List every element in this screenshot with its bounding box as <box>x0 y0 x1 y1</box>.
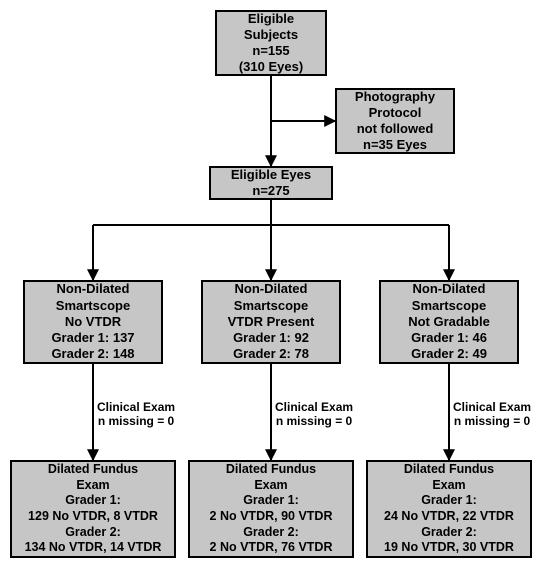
node-fundus-2-line: Grader 1: <box>243 493 299 509</box>
node-eligible-subjects-line: (310 Eyes) <box>239 59 303 75</box>
node-smart-not-gradable-line: Grader 1: 46 <box>411 330 487 346</box>
node-eligible-subjects-line: n=155 <box>252 43 289 59</box>
node-smart-vtdr-present-line: Grader 1: 92 <box>233 330 309 346</box>
node-smart-not-gradable: Non-DilatedSmartscopeNot GradableGrader … <box>379 280 519 364</box>
node-smart-no-vtdr-line: Grader 2: 148 <box>51 346 134 362</box>
node-eligible-eyes-line: n=275 <box>252 183 289 199</box>
edge-label-line: Clinical Exam <box>275 400 353 414</box>
edge-label-lbl-1: Clinical Examn missing = 0 <box>97 400 175 429</box>
node-smart-not-gradable-line: Grader 2: 49 <box>411 346 487 362</box>
node-fundus-1-line: Exam <box>76 478 109 494</box>
node-smart-vtdr-present-line: Grader 2: 78 <box>233 346 309 362</box>
node-fundus-2: Dilated FundusExamGrader 1:2 No VTDR, 90… <box>188 460 354 558</box>
node-fundus-1-line: Grader 2: <box>65 525 121 541</box>
flowchart-canvas: EligibleSubjectsn=155(310 Eyes)Photograp… <box>0 0 542 575</box>
edge-label-lbl-3: Clinical Examn missing = 0 <box>453 400 531 429</box>
node-fundus-1-line: 134 No VTDR, 14 VTDR <box>25 540 162 556</box>
node-fundus-3: Dilated FundusExamGrader 1:24 No VTDR, 2… <box>366 460 532 558</box>
node-eligible-subjects: EligibleSubjectsn=155(310 Eyes) <box>215 10 327 76</box>
node-smart-vtdr-present-line: VTDR Present <box>228 314 315 330</box>
node-fundus-3-line: Grader 1: <box>421 493 477 509</box>
node-fundus-3-line: 24 No VTDR, 22 VTDR <box>384 509 514 525</box>
node-fundus-2-line: Exam <box>254 478 287 494</box>
node-smart-vtdr-present: Non-DilatedSmartscopeVTDR PresentGrader … <box>201 280 341 364</box>
node-photo-protocol-line: n=35 Eyes <box>363 137 427 153</box>
node-fundus-1-line: Grader 1: <box>65 493 121 509</box>
edge-label-line: n missing = 0 <box>97 414 175 428</box>
node-smart-not-gradable-line: Non-Dilated <box>413 281 486 297</box>
node-smart-vtdr-present-line: Non-Dilated <box>235 281 308 297</box>
node-fundus-1: Dilated FundusExamGrader 1:129 No VTDR, … <box>10 460 176 558</box>
node-fundus-2-line: 2 No VTDR, 76 VTDR <box>210 540 333 556</box>
node-smart-vtdr-present-line: Smartscope <box>234 298 308 314</box>
node-photo-protocol-line: Photography <box>355 89 435 105</box>
node-smart-no-vtdr-line: Grader 1: 137 <box>51 330 134 346</box>
node-smart-not-gradable-line: Smartscope <box>412 298 486 314</box>
node-fundus-1-line: 129 No VTDR, 8 VTDR <box>28 509 158 525</box>
edge-label-lbl-2: Clinical Examn missing = 0 <box>275 400 353 429</box>
node-photo-protocol-line: not followed <box>357 121 434 137</box>
node-eligible-eyes-line: Eligible Eyes <box>231 167 311 183</box>
node-fundus-2-line: Grader 2: <box>243 525 299 541</box>
node-fundus-2-line: Dilated Fundus <box>226 462 316 478</box>
edge-label-line: n missing = 0 <box>275 414 353 428</box>
node-smart-no-vtdr-line: Smartscope <box>56 298 130 314</box>
node-fundus-3-line: Dilated Fundus <box>404 462 494 478</box>
node-photo-protocol-line: Protocol <box>369 105 422 121</box>
node-fundus-3-line: 19 No VTDR, 30 VTDR <box>384 540 514 556</box>
node-eligible-subjects-line: Eligible <box>248 11 294 27</box>
node-smart-no-vtdr: Non-DilatedSmartscopeNo VTDRGrader 1: 13… <box>23 280 163 364</box>
node-photo-protocol: PhotographyProtocolnot followedn=35 Eyes <box>335 88 455 154</box>
edge-label-line: n missing = 0 <box>453 414 531 428</box>
edge-label-line: Clinical Exam <box>453 400 531 414</box>
node-eligible-subjects-line: Subjects <box>244 27 298 43</box>
node-eligible-eyes: Eligible Eyesn=275 <box>209 166 333 200</box>
node-fundus-3-line: Grader 2: <box>421 525 477 541</box>
edge-label-line: Clinical Exam <box>97 400 175 414</box>
node-fundus-1-line: Dilated Fundus <box>48 462 138 478</box>
node-fundus-3-line: Exam <box>432 478 465 494</box>
node-smart-no-vtdr-line: Non-Dilated <box>57 281 130 297</box>
node-smart-no-vtdr-line: No VTDR <box>65 314 121 330</box>
node-smart-not-gradable-line: Not Gradable <box>408 314 490 330</box>
node-fundus-2-line: 2 No VTDR, 90 VTDR <box>210 509 333 525</box>
